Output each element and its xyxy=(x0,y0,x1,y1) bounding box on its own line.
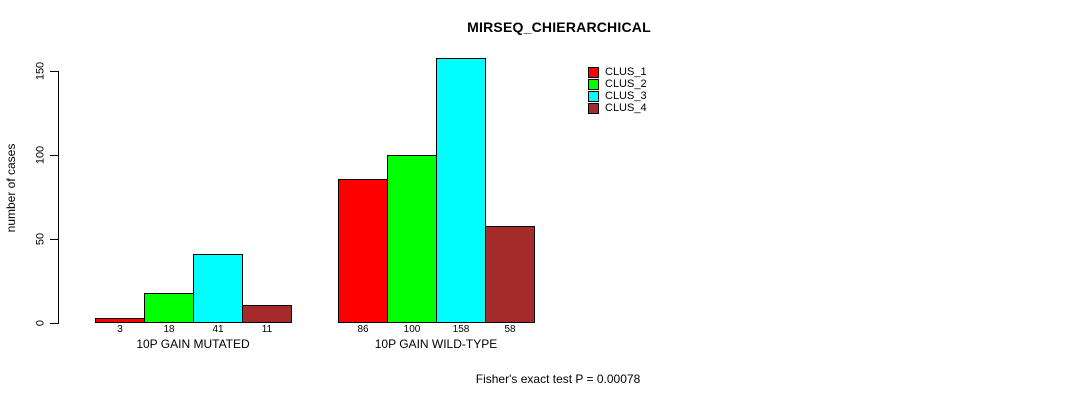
bar-value-label: 3 xyxy=(117,324,123,335)
y-tick-label: 0 xyxy=(34,319,47,327)
fisher-test-annotation: Fisher's exact test P = 0.00078 xyxy=(475,372,641,386)
bar-value-label: 158 xyxy=(452,324,470,335)
bar-clus_1-group1 xyxy=(95,318,145,323)
bar-value-label: 100 xyxy=(403,324,421,335)
bar-value-label: 18 xyxy=(163,324,175,335)
legend: CLUS_1 CLUS_2 CLUS_3 CLUS_4 xyxy=(588,66,647,114)
legend-entry: CLUS_2 xyxy=(588,78,647,90)
bar-value-label: 58 xyxy=(504,324,516,335)
bar-clus_2-group1 xyxy=(144,293,194,323)
bar-clus_3-group2 xyxy=(436,58,486,323)
bar-value-label: 86 xyxy=(357,324,369,335)
y-tick-mark xyxy=(50,154,58,156)
legend-entry: CLUS_1 xyxy=(588,66,647,78)
legend-entry: CLUS_4 xyxy=(588,102,647,114)
legend-entry-label: CLUS_3 xyxy=(605,89,647,102)
legend-entry: CLUS_3 xyxy=(588,90,647,102)
category-label: 10P GAIN MUTATED xyxy=(136,337,250,351)
legend-color-swatch xyxy=(588,102,599,114)
bar-clus_1-group2 xyxy=(338,179,388,323)
bar-clus_4-group2 xyxy=(485,226,535,323)
y-axis-line xyxy=(58,71,59,324)
legend-entry-label: CLUS_4 xyxy=(605,101,647,114)
category-label: 10P GAIN WILD-TYPE xyxy=(374,337,498,351)
legend-entry-label: CLUS_2 xyxy=(605,77,647,90)
y-tick-mark xyxy=(50,238,58,240)
y-tick-label: 50 xyxy=(34,232,47,246)
chart-title: MIRSEQ_CHIERARCHICAL xyxy=(467,19,651,35)
bar-clus_3-group1 xyxy=(193,254,243,323)
legend-entry-label: CLUS_1 xyxy=(605,65,647,78)
y-axis-label: number of cases xyxy=(4,143,18,233)
bar-value-label: 11 xyxy=(261,324,273,335)
y-tick-mark xyxy=(50,322,58,324)
y-tick-label: 150 xyxy=(34,61,47,81)
legend-color-swatch xyxy=(588,78,599,90)
y-tick-mark xyxy=(50,70,58,72)
bar-clus_2-group2 xyxy=(387,155,437,323)
bar-value-label: 41 xyxy=(212,324,224,335)
legend-color-swatch xyxy=(588,90,599,102)
y-tick-label: 100 xyxy=(34,145,47,165)
legend-color-swatch xyxy=(588,66,599,78)
bar-clus_4-group1 xyxy=(242,305,292,323)
